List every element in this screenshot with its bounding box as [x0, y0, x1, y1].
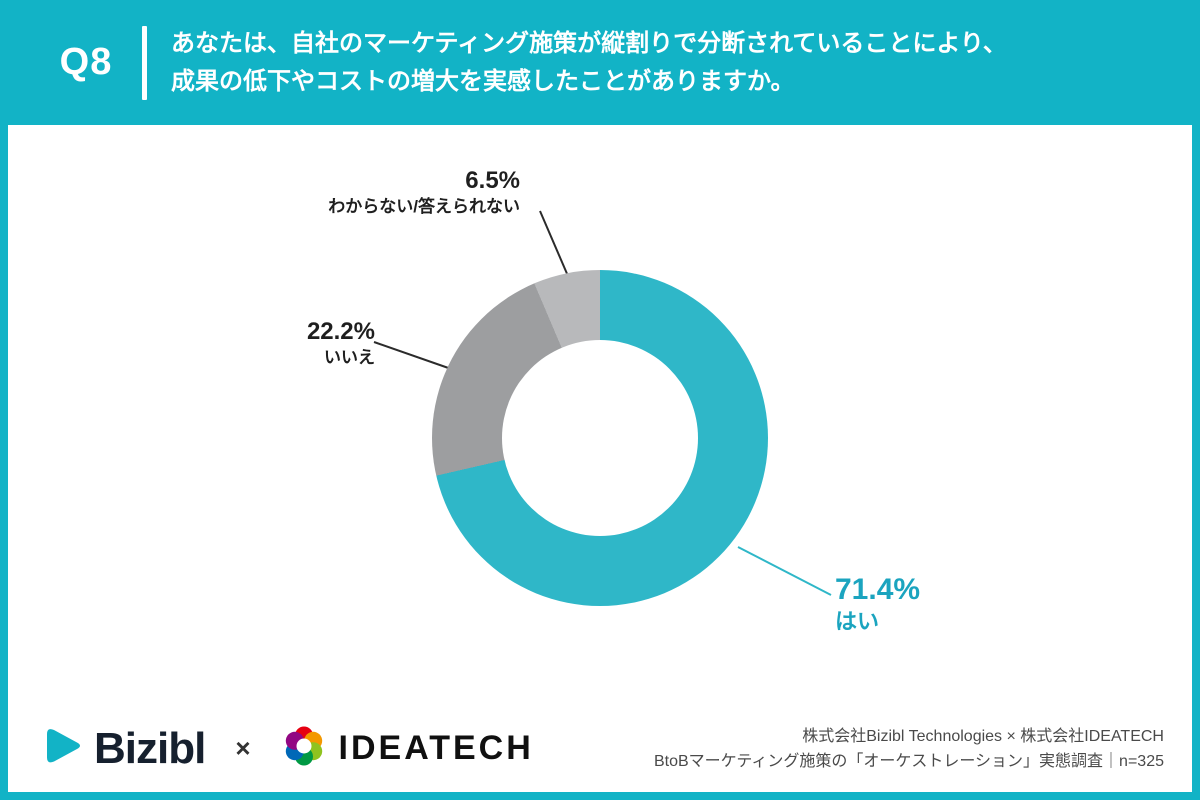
- callout-no: 22.2% いいえ: [307, 318, 375, 370]
- bizibl-logo-text: Bizibl: [94, 723, 206, 773]
- ideatech-logo: IDEATECH: [281, 723, 534, 774]
- no-percentage: 22.2%: [306, 318, 375, 345]
- question-line-2: 成果の低下やコストの増大を実感したことがありますか。: [171, 67, 795, 95]
- unknown-label: わからない/答えられない: [328, 197, 520, 216]
- logo-cross: ×: [235, 733, 251, 763]
- callout-yes: 71.4% はい: [835, 573, 920, 637]
- callout-unknown: 6.5% わからない/答えられない: [328, 167, 520, 219]
- bizibl-play-icon: [38, 723, 84, 774]
- footer: Bizibl × IDEATECH: [38, 723, 1164, 774]
- question-header: Q8 あなたは、自社のマーケティング施策が縦割りで分断されていることにより、 成…: [0, 0, 1200, 125]
- yes-percentage: 71.4%: [835, 573, 921, 606]
- bizibl-logo: Bizibl: [38, 723, 206, 774]
- unknown-percentage: 6.5%: [465, 167, 520, 194]
- source-line-2: BtoBマーケティング施策の「オーケストレーション」実態調査｜n=325: [653, 752, 1164, 770]
- donut-chart: [432, 270, 768, 606]
- chart-panel: 6.5% わからない/答えられない 22.2% いいえ 71.4% はい Biz…: [8, 125, 1192, 792]
- question-number: Q8: [59, 41, 113, 83]
- question-text: あなたは、自社のマーケティング施策が縦割りで分断されていることにより、 成果の低…: [171, 25, 1007, 101]
- ideatech-logo-text: IDEATECH: [338, 729, 534, 767]
- ideatech-color-wheel-icon: [281, 723, 327, 774]
- source-line-1: 株式会社Bizibl Technologies × 株式会社IDEATECH: [802, 727, 1164, 745]
- source-attribution: 株式会社Bizibl Technologies × 株式会社IDEATECH B…: [654, 724, 1164, 774]
- no-label: いいえ: [324, 348, 375, 367]
- yes-label: はい: [835, 609, 880, 634]
- question-line-1: あなたは、自社のマーケティング施策が縦割りで分断されていることにより、: [171, 29, 1007, 57]
- header-divider: [142, 25, 147, 100]
